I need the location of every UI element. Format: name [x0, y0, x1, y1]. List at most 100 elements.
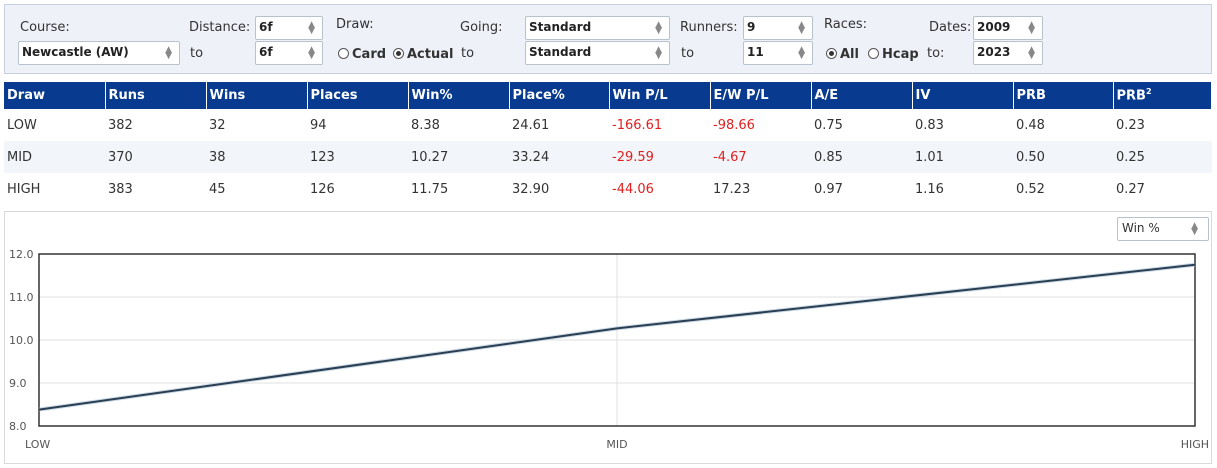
table-cell: 0.48 — [1016, 117, 1045, 133]
select-arrows-icon: ▲ ▼ — [1028, 45, 1035, 61]
col-header-place-pct[interactable]: Place% — [509, 82, 610, 109]
distance-from-select[interactable]: 6f ▲ ▼ — [255, 16, 323, 40]
distance-to-select[interactable]: 6f ▲ ▼ — [255, 41, 323, 65]
select-arrows-icon: ▲ ▼ — [165, 45, 172, 61]
win-pct-line-chart: 8.0 9.0 10.0 11.0 12.0 LOW MID HIGH — [9, 248, 1209, 451]
going-to-label: to — [461, 46, 475, 61]
select-arrows-icon: ▲ ▼ — [1028, 20, 1035, 36]
col-header-ew-pl[interactable]: E/W P/L — [710, 82, 812, 109]
y-tick-label: 8.0 — [9, 420, 27, 433]
select-arrows-icon: ▲ ▼ — [1191, 221, 1198, 237]
table-cell: 0.83 — [915, 117, 944, 133]
course-label: Course: — [20, 20, 70, 35]
table-row: LOW 382 32 94 8.38 24.61 -166.61 -98.66 0.75 0.83… — [4, 109, 1212, 141]
table-cell: 0.25 — [1113, 141, 1212, 173]
metric-select[interactable]: Win % ▲ ▼ — [1117, 217, 1209, 241]
going-from-select[interactable]: Standard ▲ ▼ — [525, 16, 670, 40]
plot-frame — [38, 253, 1196, 427]
col-header-places[interactable]: Places — [307, 82, 409, 109]
table-cell: 24.61 — [512, 117, 550, 133]
col-header-iv[interactable]: IV — [912, 82, 1014, 109]
select-arrows-icon: ▲ ▼ — [308, 45, 315, 61]
table-cell: 38 — [206, 141, 307, 173]
y-tick-label: 9.0 — [9, 377, 27, 390]
draw-stats-table: Draw Runs Wins Places Win% Place% Win P/… — [4, 82, 1212, 205]
dates-from-select[interactable]: 2009 ▲ ▼ — [973, 16, 1043, 40]
dates-to-label: to: — [927, 46, 945, 61]
runners-label: Runners: — [680, 20, 738, 35]
going-from-value: Standard — [529, 20, 592, 34]
going-to-select[interactable]: Standard ▲ ▼ — [525, 41, 670, 65]
races-all-label: All — [840, 47, 859, 62]
course-select[interactable]: Newcastle (AW) ▲ ▼ — [18, 41, 180, 65]
draw-card-label: Card — [352, 47, 387, 62]
course-value: Newcastle (AW) — [22, 45, 129, 59]
draw-card-radio[interactable]: Card — [338, 47, 386, 62]
runners-to-value: 11 — [747, 45, 764, 59]
col-header-wins[interactable]: Wins — [206, 82, 308, 109]
col-header-draw[interactable]: Draw — [4, 82, 106, 109]
table-cell: 45 — [209, 181, 226, 197]
select-arrows-icon: ▲ ▼ — [798, 45, 805, 61]
dates-to-select[interactable]: 2023 ▲ ▼ — [973, 41, 1043, 65]
distance-from-value: 6f — [259, 20, 273, 34]
y-tick-label: 10.0 — [9, 334, 34, 347]
table-cell: 0.75 — [814, 117, 843, 133]
going-label: Going: — [460, 20, 503, 35]
table-cell: 123 — [307, 141, 408, 173]
runners-from-select[interactable]: 9 ▲ ▼ — [743, 16, 813, 40]
table-cell: MID — [4, 141, 105, 173]
distance-to-value: 6f — [259, 45, 273, 59]
table-cell: 0.97 — [814, 181, 843, 197]
table-cell: 32 — [209, 117, 226, 133]
distance-to-label: to — [190, 46, 204, 61]
prb2-superscript: 2 — [1145, 87, 1152, 97]
select-arrows-icon: ▲ ▼ — [798, 20, 805, 36]
select-arrows-icon: ▲ ▼ — [655, 45, 662, 61]
table-cell: -98.66 — [713, 117, 755, 133]
dates-label: Dates: — [929, 20, 972, 35]
runners-from-value: 9 — [747, 20, 756, 34]
x-tick-label: HIGH — [1181, 438, 1209, 451]
x-tick-label: LOW — [25, 438, 50, 451]
table-cell: 17.23 — [713, 181, 751, 197]
table-cell: -4.67 — [710, 141, 811, 173]
table-header-row: Draw Runs Wins Places Win% Place% Win P/… — [4, 82, 1212, 109]
col-header-prb[interactable]: PRB — [1013, 82, 1114, 109]
runners-to-select[interactable]: 11 ▲ ▼ — [743, 41, 813, 65]
table-cell: 0.85 — [811, 141, 912, 173]
table-cell: 0.23 — [1116, 117, 1145, 133]
col-header-win-pct[interactable]: Win% — [408, 82, 510, 109]
table-cell: LOW — [7, 117, 37, 133]
col-header-win-pl[interactable]: Win P/L — [609, 82, 711, 109]
races-hcap-label: Hcap — [882, 47, 919, 62]
table-cell: HIGH — [7, 181, 41, 197]
table-cell: -166.61 — [612, 117, 663, 133]
runners-to-label: to — [681, 46, 695, 61]
x-tick-label: MID — [606, 438, 627, 451]
distance-label: Distance: — [189, 20, 251, 35]
prb2-label: PRB — [1116, 88, 1146, 104]
table-cell: 0.27 — [1116, 181, 1145, 197]
col-header-runs[interactable]: Runs — [105, 82, 207, 109]
table-cell: -44.06 — [612, 181, 654, 197]
dates-to-value: 2023 — [977, 45, 1011, 59]
races-all-radio[interactable]: All — [826, 47, 859, 62]
radio-checked-icon — [826, 48, 837, 59]
dates-from-value: 2009 — [977, 20, 1011, 34]
table-row: MID 370 38 123 10.27 33.24 -29.59 -4.67 0.85 1.01… — [4, 141, 1212, 173]
table-row: HIGH 383 45 126 11.75 32.90 -44.06 17.23 0.97 1.1… — [4, 173, 1212, 205]
draw-actual-radio[interactable]: Actual — [393, 47, 453, 62]
table-cell: 1.01 — [912, 141, 1013, 173]
col-header-prb2[interactable]: PRB2 — [1113, 82, 1212, 109]
y-tick-label: 12.0 — [9, 248, 34, 261]
radio-unchecked-icon — [338, 48, 349, 59]
table-cell: 32.90 — [512, 181, 550, 197]
table-cell: 383 — [108, 181, 133, 197]
races-hcap-radio[interactable]: Hcap — [868, 47, 919, 62]
table-cell: 0.52 — [1016, 181, 1045, 197]
filter-panel: Course: Newcastle (AW) ▲ ▼ Distance: 6f ▲… — [4, 4, 1212, 74]
col-header-ae[interactable]: A/E — [811, 82, 913, 109]
series-line — [38, 263, 1196, 411]
table-cell: 126 — [310, 181, 335, 197]
